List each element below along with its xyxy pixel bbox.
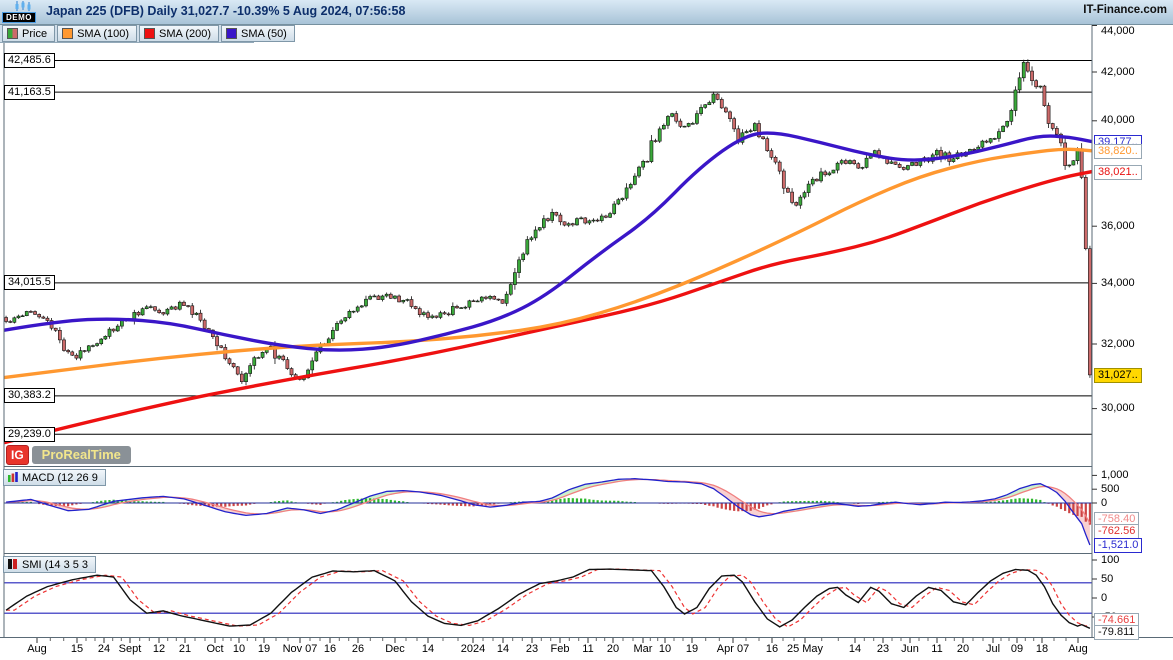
legend-item-label: Price [22, 27, 48, 40]
provider-link: IT-Finance.com [1083, 4, 1167, 16]
x-axis-tick-label: Feb [550, 643, 570, 655]
x-axis-tick-label: 14 [421, 643, 435, 655]
price-level-label: 29,239.0 [4, 426, 55, 442]
x-axis-tick-label: 25 May [786, 643, 824, 655]
x-axis-tick-label: 20 [606, 643, 620, 655]
legend-item-label: SMA (200) [159, 27, 211, 40]
x-axis-tick-label: Dec [385, 643, 405, 655]
mini-candles-icon [15, 1, 31, 11]
x-axis-tick-label: Apr 07 [716, 643, 750, 655]
smi-axis-tick-label: 0 [1101, 591, 1108, 604]
legend-item-sma-200[interactable]: SMA (200) [139, 25, 219, 42]
smi-axis-tick-label: 100 [1101, 553, 1120, 566]
x-axis-tick-label: 10 [658, 643, 672, 655]
legend-item-sma-100[interactable]: SMA (100) [57, 25, 138, 42]
prorealtime-logo[interactable]: IG ProRealTime [6, 445, 131, 465]
prorealtime-wordmark: ProRealTime [31, 446, 131, 464]
last-value-label: 38,021.. [1094, 164, 1142, 180]
x-axis-tick-label: Mar [633, 643, 653, 655]
x-axis-tick-label: 16 [323, 643, 337, 655]
legend-item-label: SMA (100) [77, 27, 130, 40]
smi-icon [8, 559, 17, 569]
x-axis-tick-label: 26 [351, 643, 365, 655]
chart-title: Japan 225 (DFB) Daily 31,027.7 -10.39% 5… [46, 4, 406, 18]
legend-item-label: SMA (50) [241, 27, 287, 40]
x-axis-tick-label: Nov 07 [282, 643, 318, 655]
sma-100-swatch-icon [62, 28, 74, 39]
macd-value-label: -762.56 [1094, 524, 1140, 540]
y-axis-tick-label: 44,000 [1101, 25, 1135, 37]
price-level-label: 42,485.6 [4, 52, 55, 68]
smi-indicator-chip[interactable]: SMI (14 3 5 3 [3, 556, 97, 573]
y-axis-tick-label: 34,000 [1101, 276, 1135, 289]
sma-200-swatch-icon [144, 28, 156, 39]
x-axis-tick-label: Sept [118, 643, 142, 655]
last-value-label: 31,027.. [1094, 367, 1142, 383]
macd-axis-tick-label: 500 [1101, 482, 1120, 495]
x-axis-tick-label: 21 [178, 643, 192, 655]
macd-icon [8, 472, 18, 482]
x-axis-tick-label: 23 [876, 643, 890, 655]
x-axis-tick-label: 14 [496, 643, 510, 655]
title-bar: DEMO Japan 225 (DFB) Daily 31,027.7 -10.… [0, 0, 1173, 25]
x-axis-tick-label: 15 [70, 643, 84, 655]
macd-indicator-chip[interactable]: MACD (12 26 9 [3, 469, 106, 486]
demo-badge: DEMO [2, 12, 36, 23]
x-axis-tick-label: 19 [685, 643, 699, 655]
x-axis-tick-label: 20 [956, 643, 970, 655]
x-axis-tick-label: Aug [27, 643, 47, 655]
x-axis-tick-label: 12 [152, 643, 166, 655]
ig-logo: IG [6, 445, 29, 465]
x-axis-tick-label: 19 [257, 643, 271, 655]
y-axis-tick-label: 42,000 [1101, 65, 1135, 78]
x-axis-tick-label: 11 [582, 643, 594, 655]
x-axis-tick-label: 16 [765, 643, 779, 655]
x-axis-tick-label: 11 [931, 643, 943, 655]
legend-bar: Price SMA (100) SMA (200) SMA (50) [2, 25, 295, 42]
x-axis-tick-label: Aug [1068, 643, 1088, 655]
last-value-label: 38,820.. [1094, 143, 1142, 159]
price-level-label: 30,383.2 [4, 388, 55, 404]
y-axis-tick-label: 40,000 [1101, 114, 1135, 127]
smi-chip-label: SMI (14 3 5 3 [22, 558, 89, 571]
y-axis-tick-label: 30,000 [1101, 402, 1135, 415]
x-axis-tick-label: Jul [985, 643, 1001, 655]
macd-value-label: -1,521.0 [1094, 537, 1143, 553]
smi-value-label: -79.811 [1094, 625, 1139, 641]
smi-axis-tick-label: 50 [1101, 572, 1114, 585]
macd-axis-tick-label: 0 [1101, 496, 1108, 509]
y-axis-tick-label: 32,000 [1101, 337, 1135, 350]
x-axis-tick-label: 09 [1010, 643, 1024, 655]
x-axis-tick-label: 23 [525, 643, 539, 655]
x-axis-tick-label: 10 [232, 643, 246, 655]
price-level-label: 41,163.5 [4, 84, 55, 100]
x-axis-tick-label: 18 [1035, 643, 1049, 655]
y-axis-tick-label: 36,000 [1101, 219, 1135, 232]
x-axis-tick-label: Jun [901, 643, 919, 655]
price-level-label: 34,015.5 [4, 275, 55, 291]
macd-chip-label: MACD (12 26 9 [22, 471, 98, 484]
x-axis-tick-label: 14 [848, 643, 862, 655]
macd-axis-tick-label: 1,000 [1101, 468, 1129, 481]
x-axis-tick-label: Oct [206, 643, 224, 655]
legend-item-price[interactable]: Price [2, 25, 56, 42]
x-axis-tick-label: 24 [97, 643, 111, 655]
legend-item-sma-50[interactable]: SMA (50) [221, 25, 295, 42]
sma-50-swatch-icon [226, 28, 237, 39]
x-axis-tick-label: 2024 [460, 643, 486, 655]
price-candles-icon [7, 28, 18, 39]
